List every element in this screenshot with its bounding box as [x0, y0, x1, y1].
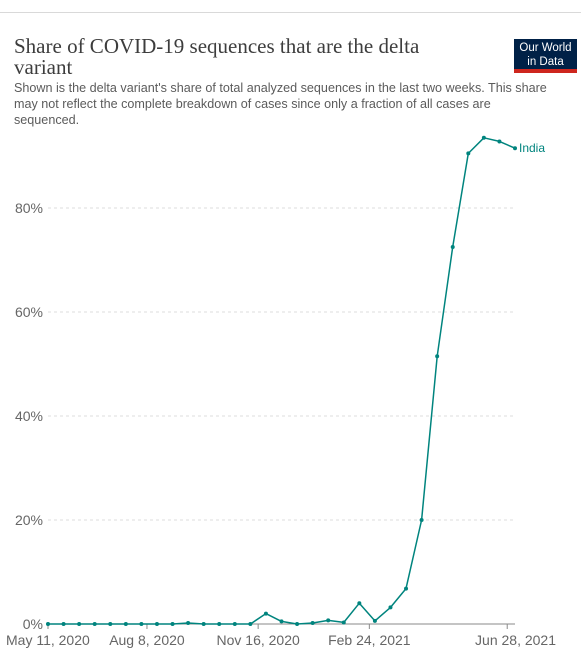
- y-gridlines: [48, 207, 515, 625]
- data-point[interactable]: [388, 605, 393, 610]
- data-point[interactable]: [372, 618, 377, 623]
- data-point[interactable]: [435, 354, 440, 359]
- x-tick-label: Aug 8, 2020: [109, 632, 185, 648]
- data-point[interactable]: [248, 622, 253, 626]
- owid-logo[interactable]: Our World in Data: [514, 39, 577, 73]
- data-point[interactable]: [201, 622, 206, 626]
- x-tick-label: Feb 24, 2021: [328, 632, 411, 648]
- chart-subtitle: Shown is the delta variant's share of to…: [14, 81, 547, 127]
- data-point[interactable]: [326, 618, 331, 623]
- series-label-india: India: [519, 141, 545, 155]
- y-tick-label: 0%: [23, 616, 43, 632]
- x-tick-label: Nov 16, 2020: [217, 632, 300, 648]
- y-tick-label: 80%: [15, 200, 43, 216]
- data-point[interactable]: [170, 622, 175, 626]
- data-point[interactable]: [310, 620, 315, 625]
- y-tick-label: 20%: [15, 512, 43, 528]
- logo-line-1: Our World: [519, 42, 572, 54]
- data-point[interactable]: [92, 622, 97, 626]
- x-tick-label: Jun 28, 2021: [475, 632, 556, 648]
- data-point[interactable]: [357, 601, 362, 606]
- logo-line-2: in Data: [527, 56, 564, 68]
- series-line-india[interactable]: [48, 137, 516, 625]
- x-tick-label: May 11, 2020: [6, 632, 90, 648]
- chart-title: Share of COVID-19 sequences that are the…: [14, 34, 420, 79]
- series-india[interactable]: India: [46, 135, 545, 626]
- data-point[interactable]: [513, 146, 517, 151]
- data-point[interactable]: [466, 151, 471, 156]
- data-point[interactable]: [419, 518, 424, 522]
- data-point[interactable]: [295, 622, 300, 626]
- data-point[interactable]: [139, 622, 144, 626]
- data-point[interactable]: [217, 622, 222, 626]
- data-point[interactable]: [481, 135, 486, 140]
- data-point[interactable]: [341, 620, 346, 625]
- data-point[interactable]: [497, 139, 502, 144]
- top-divider: [0, 12, 581, 13]
- y-tick-label: 40%: [15, 408, 43, 424]
- y-tick-labels: 0% 20% 40% 60% 80%: [15, 200, 43, 632]
- data-point[interactable]: [232, 622, 237, 626]
- data-point[interactable]: [46, 622, 50, 626]
- y-tick-label: 60%: [15, 304, 43, 320]
- data-point[interactable]: [108, 622, 113, 626]
- data-point[interactable]: [61, 622, 66, 626]
- data-point[interactable]: [450, 245, 455, 249]
- data-point[interactable]: [279, 619, 284, 624]
- x-tick-labels: May 11, 2020 Aug 8, 2020 Nov 16, 2020 Feb 2…: [6, 624, 556, 648]
- data-point[interactable]: [123, 622, 128, 626]
- data-point[interactable]: [154, 622, 159, 626]
- data-point[interactable]: [263, 611, 268, 616]
- data-point[interactable]: [404, 586, 409, 591]
- data-point[interactable]: [77, 622, 82, 626]
- data-point[interactable]: [186, 620, 191, 625]
